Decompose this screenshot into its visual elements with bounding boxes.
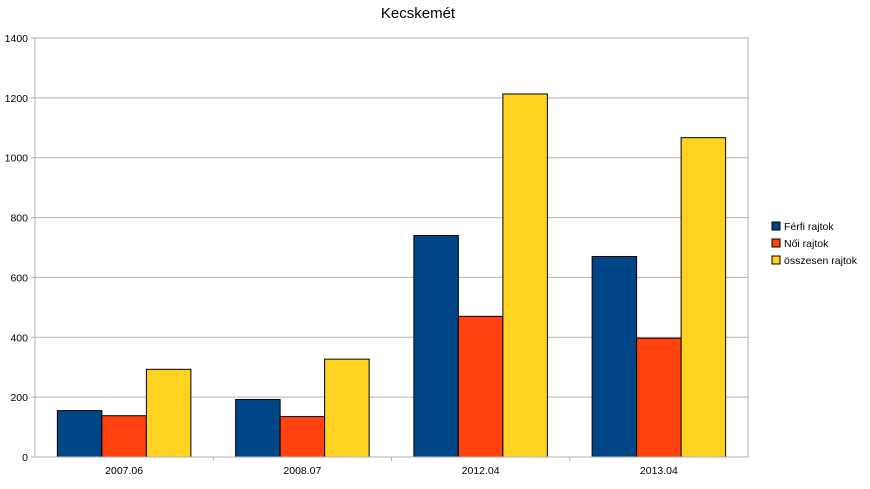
legend-label: összesen rajtok [784,255,858,267]
y-tick-label: 1000 [5,153,29,165]
chart-title: Kecskemét [381,5,456,22]
y-tick-label: 200 [10,392,28,404]
legend: Férfi rajtok Női rajtok összesen rajtok [772,221,858,267]
legend-label: Női rajtok [784,238,829,250]
y-tick-label: 0 [22,452,28,464]
y-tick-label: 800 [10,213,28,225]
bar [592,256,637,457]
bar [503,94,548,457]
bar [681,138,726,457]
bar [146,369,191,457]
y-tick-label: 600 [10,272,28,284]
legend-swatch [772,222,780,230]
bar [414,236,459,457]
x-tick-label: 2012.04 [462,465,500,477]
bar [57,411,102,457]
bar [280,417,325,457]
x-tick-label: 2013.04 [640,465,678,477]
y-tick-label: 1200 [5,93,29,105]
bar-chart: Kecskemét 0 200 400 600 800 1000 1200 1400 2007… [0,0,870,489]
x-tick-label: 2008.07 [283,465,321,477]
legend-swatch [772,239,780,247]
y-tick-label: 1400 [5,33,29,45]
bar [637,338,682,457]
y-axis-ticks: 0 200 400 600 800 1000 1200 1400 [5,33,35,464]
bar-series [57,94,725,457]
bar [102,416,147,457]
y-tick-label: 400 [10,332,28,344]
legend-swatch [772,256,780,264]
x-axis-ticks: 2007.06 2008.07 2012.04 2013.04 [105,457,678,477]
bar [236,400,281,457]
bar [325,359,370,457]
bar [458,316,503,457]
legend-label: Férfi rajtok [784,221,834,233]
x-tick-label: 2007.06 [105,465,143,477]
